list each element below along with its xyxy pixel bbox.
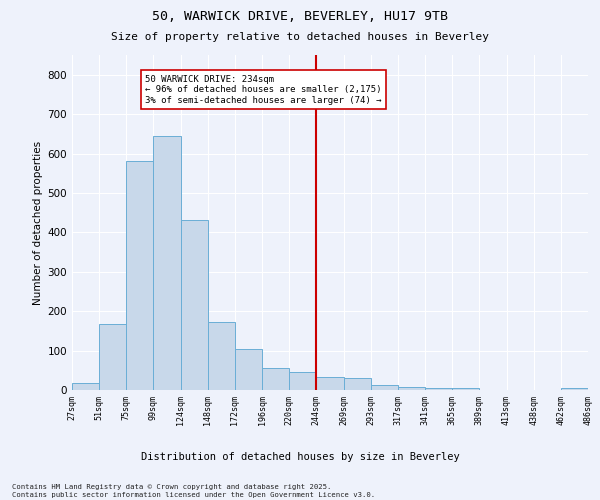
Text: Size of property relative to detached houses in Beverley: Size of property relative to detached ho… — [111, 32, 489, 42]
Bar — [72, 383, 99, 390]
Bar — [99, 324, 127, 390]
Bar — [208, 322, 235, 390]
Bar — [452, 388, 479, 390]
Text: 50 WARWICK DRIVE: 234sqm
← 96% of detached houses are smaller (2,175)
3% of semi: 50 WARWICK DRIVE: 234sqm ← 96% of detach… — [145, 74, 382, 104]
Y-axis label: Number of detached properties: Number of detached properties — [34, 140, 43, 304]
Bar — [371, 386, 398, 390]
Bar — [425, 388, 452, 390]
Bar — [289, 372, 316, 390]
Bar — [316, 378, 344, 390]
Bar — [235, 350, 262, 390]
Bar — [127, 160, 154, 390]
Text: Contains HM Land Registry data © Crown copyright and database right 2025.
Contai: Contains HM Land Registry data © Crown c… — [12, 484, 375, 498]
Text: 50, WARWICK DRIVE, BEVERLEY, HU17 9TB: 50, WARWICK DRIVE, BEVERLEY, HU17 9TB — [152, 10, 448, 23]
Bar — [344, 378, 371, 390]
Bar — [398, 387, 425, 390]
Bar — [262, 368, 289, 390]
Bar — [154, 136, 181, 390]
Bar — [181, 220, 208, 390]
Text: Distribution of detached houses by size in Beverley: Distribution of detached houses by size … — [140, 452, 460, 462]
Bar — [561, 388, 588, 390]
